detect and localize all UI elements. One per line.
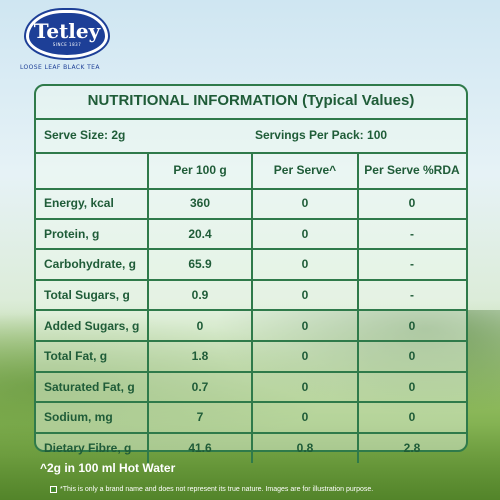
nutrient-label: Total Sugars, g xyxy=(44,288,130,303)
nutrient-value: 0.8 xyxy=(296,441,314,456)
nutrient-label: Protein, g xyxy=(44,226,100,241)
nutrient-value: 0 xyxy=(301,318,309,333)
nutrient-value: - xyxy=(410,288,414,303)
nutrient-value: 0 xyxy=(301,349,309,364)
nutrient-value: 0 xyxy=(301,196,309,211)
nutrient-label: Dietary Fibre, g xyxy=(44,441,132,456)
servings-per-pack-label: Servings Per Pack: 100 xyxy=(254,128,388,142)
nutrient-value: - xyxy=(410,226,414,241)
nutrient-value: 0 xyxy=(301,226,309,241)
nutrient-value: 0 xyxy=(408,410,416,425)
nutrient-label: Added Sugars, g xyxy=(44,318,140,333)
nutrient-value: 41.6 xyxy=(188,441,212,456)
column-divider xyxy=(251,152,253,464)
nutrient-value: 0 xyxy=(301,257,309,272)
nutrient-value: 0 xyxy=(408,349,416,364)
nutrient-value: - xyxy=(410,257,414,272)
nutrient-value: 65.9 xyxy=(188,257,212,272)
nutrient-value: 0 xyxy=(408,318,416,333)
nutrient-value: 20.4 xyxy=(188,226,212,241)
disclaimer-footnote: *This is only a brand name and does not … xyxy=(60,486,374,493)
column-header: Per Serve %RDA xyxy=(364,163,460,177)
column-header: Per 100 g xyxy=(173,163,227,177)
table-divider xyxy=(36,118,466,120)
nutrient-value: 0.9 xyxy=(191,288,209,303)
nutrient-label: Sodium, mg xyxy=(44,410,113,425)
nutrition-panel: NUTRITIONAL INFORMATION (Typical Values)… xyxy=(34,84,468,464)
nutrient-label: Carbohydrate, g xyxy=(44,257,137,272)
brand-tagline: LOOSE LEAF BLACK TEA xyxy=(20,64,100,71)
veg-dot xyxy=(52,488,55,491)
tetley-logo: Tetley SINCE 1837 xyxy=(26,10,108,58)
logo-since-text: SINCE 1837 xyxy=(52,42,82,47)
panel-title: NUTRITIONAL INFORMATION (Typical Values) xyxy=(87,92,415,109)
nutrient-value: 0 xyxy=(301,379,309,394)
nutrient-label: Saturated Fat, g xyxy=(44,379,135,394)
nutrient-value: 2.8 xyxy=(403,441,421,456)
nutrient-value: 0 xyxy=(301,410,309,425)
nutrient-label: Total Fat, g xyxy=(44,349,108,364)
veg-mark-icon xyxy=(50,486,57,493)
nutrient-value: 1.8 xyxy=(191,349,209,364)
nutrient-value: 0 xyxy=(196,318,204,333)
nutrient-value: 7 xyxy=(196,410,204,425)
nutrient-value: 0 xyxy=(301,288,309,303)
serve-size-label: Serve Size: 2g xyxy=(44,128,126,142)
nutrient-value: 0 xyxy=(408,379,416,394)
column-divider xyxy=(147,152,149,464)
nutrient-label: Energy, kcal xyxy=(44,196,114,211)
nutrient-value: 360 xyxy=(189,196,211,211)
column-header: Per Serve^ xyxy=(273,163,337,177)
column-divider xyxy=(357,152,359,464)
nutrient-value: 0.7 xyxy=(191,379,209,394)
logo-brand-name: Tetley xyxy=(33,19,101,43)
serve-footnote: ^2g in 100 ml Hot Water xyxy=(40,461,176,475)
nutrient-value: 0 xyxy=(408,196,416,211)
